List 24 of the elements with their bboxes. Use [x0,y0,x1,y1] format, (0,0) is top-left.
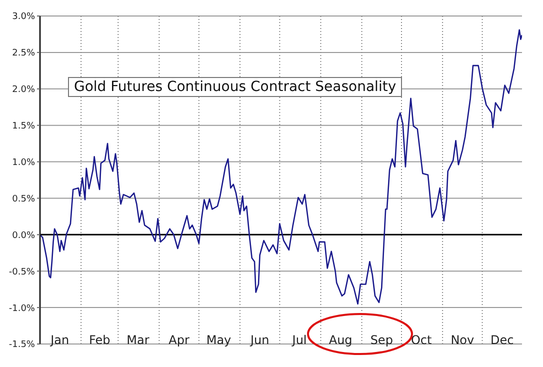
y-tick-label: 0.0% [12,230,36,241]
line-series [40,29,522,305]
x-tick-label: Feb [88,333,110,347]
y-tick-label: 0.5% [12,194,36,204]
x-tick-label: Sep [370,333,393,347]
x-tick-label: Dec [490,333,514,347]
x-tick-label: Nov [450,333,474,347]
x-tick-label: Oct [410,333,432,347]
x-tick-label: Mar [126,333,150,347]
y-tick-label: 1.0% [12,158,36,168]
x-tick-label: May [206,333,232,347]
x-tick-label: Jun [249,333,270,347]
y-tick-label: -1.0% [8,304,36,314]
y-tick-label: -1.5% [8,340,36,350]
y-tick-label: 2.5% [12,48,36,59]
y-tick-label: 2.0% [12,85,36,96]
x-tick-label: Jan [50,333,70,347]
x-tick-label: Aug [328,333,352,347]
text: Gold Futures Continuous Contract Seasonality [68,77,402,97]
x-tick-label: Jul [291,333,307,347]
y-tick-label: -0.5% [8,267,36,278]
y-tick-label: 3.0% [12,12,36,22]
y-tick-label: 1.5% [12,122,36,132]
x-tick-label: Apr [168,333,190,347]
